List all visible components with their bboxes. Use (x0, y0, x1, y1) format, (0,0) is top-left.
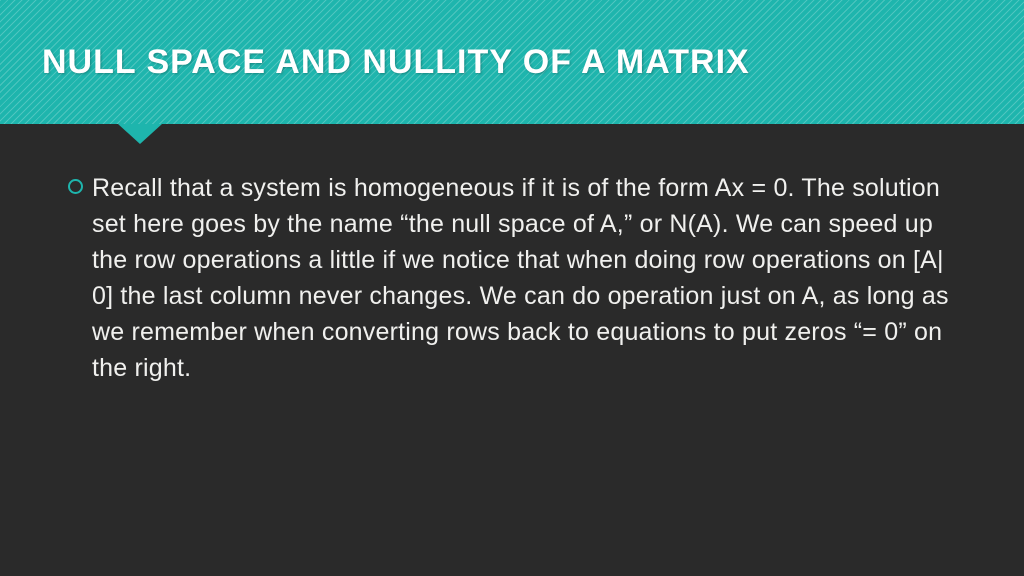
bullet-ring-icon (68, 179, 83, 194)
body-paragraph: Recall that a system is homogeneous if i… (92, 170, 966, 386)
slide: NULL SPACE AND NULLITY OF A MATRIX Recal… (0, 0, 1024, 576)
header-band: NULL SPACE AND NULLITY OF A MATRIX (0, 0, 1024, 124)
content-area: Recall that a system is homogeneous if i… (0, 124, 1024, 386)
slide-title: NULL SPACE AND NULLITY OF A MATRIX (42, 43, 750, 82)
